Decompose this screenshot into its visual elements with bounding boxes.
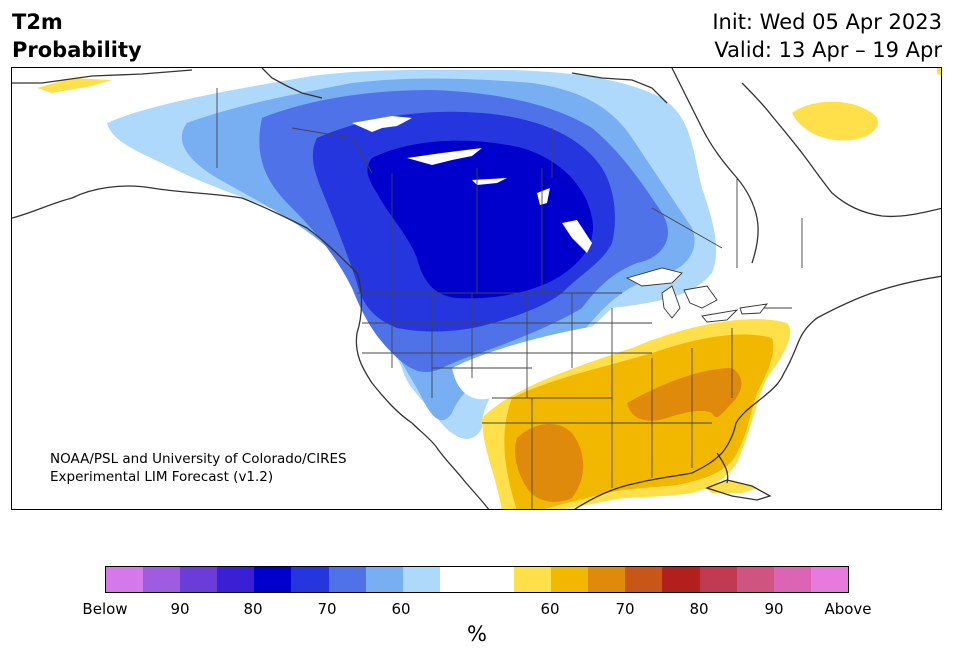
colorbar-tick-label: 80 <box>243 600 263 618</box>
colorbar-segment <box>699 567 737 592</box>
coastlines <box>12 68 941 509</box>
colorbar-tick-label: Above <box>824 600 872 618</box>
colorbar-segment <box>328 567 366 592</box>
prob-region-yellow-cuba <box>702 480 757 493</box>
prob-region-yellow-nw <box>37 78 112 93</box>
valid-range: Valid: 13 Apr – 19 Apr <box>714 38 942 62</box>
lake-1 <box>352 116 412 132</box>
credit-text: NOAA/PSL and University of Colorado/CIRE… <box>50 450 347 486</box>
colorbar-segment <box>810 567 848 592</box>
lake-5 <box>562 220 592 253</box>
great-lakes <box>625 267 769 323</box>
prob-region-yellow-ne2 <box>937 68 941 76</box>
colorbar-segment <box>476 567 515 592</box>
lake-4 <box>537 188 550 205</box>
colorbar-tick-label: 90 <box>764 600 784 618</box>
colorbar-segment <box>402 567 440 592</box>
colorbar-segment <box>773 567 811 592</box>
colorbar-segment <box>143 567 181 592</box>
colorbar-tick-label: 60 <box>540 600 560 618</box>
credit-line-2: Experimental LIM Forecast (v1.2) <box>50 469 274 485</box>
prob-region-blue-80 <box>367 140 593 299</box>
map-canvas <box>12 68 941 509</box>
title-variable: T2m <box>12 10 63 34</box>
colorbar-tick-label: Below <box>82 600 128 618</box>
colorbar-segment <box>365 567 403 592</box>
colorbar-segment <box>106 567 144 592</box>
lake-3 <box>472 178 507 185</box>
colorbar-tick-label: 70 <box>615 600 635 618</box>
colorbar-segment <box>514 567 552 592</box>
state-boundaries <box>216 88 803 509</box>
colorbar <box>105 566 849 593</box>
colorbar-segment <box>180 567 218 592</box>
prob-region-orange-70b <box>627 368 742 421</box>
colorbar-segment <box>662 567 700 592</box>
colorbar-segment <box>588 567 626 592</box>
colorbar-tick-label: 90 <box>170 600 190 618</box>
title-type: Probability <box>12 38 142 62</box>
colorbar-segment <box>217 567 255 592</box>
credit-line-1: NOAA/PSL and University of Colorado/CIRE… <box>50 451 347 467</box>
colorbar-tick-label: 60 <box>391 600 411 618</box>
colorbar-segment <box>291 567 329 592</box>
prob-region-yellow-ne <box>792 101 879 141</box>
colorbar-tick-label: 70 <box>317 600 337 618</box>
lake-2 <box>407 148 482 165</box>
forecast-map: NOAA/PSL and University of Colorado/CIRE… <box>11 67 942 510</box>
colorbar-segment <box>625 567 663 592</box>
colorbar-segment <box>439 567 477 592</box>
colorbar-tick-label: 80 <box>689 600 709 618</box>
colorbar-segment <box>551 567 589 592</box>
forecast-dates: Init: Wed 05 Apr 2023 Valid: 13 Apr – 19… <box>712 8 942 64</box>
plot-title: T2m Probability <box>12 8 142 64</box>
init-date: Init: Wed 05 Apr 2023 <box>712 10 942 34</box>
colorbar-segment <box>254 567 292 592</box>
colorbar-segment <box>736 567 774 592</box>
colorbar-unit: % <box>467 622 487 646</box>
